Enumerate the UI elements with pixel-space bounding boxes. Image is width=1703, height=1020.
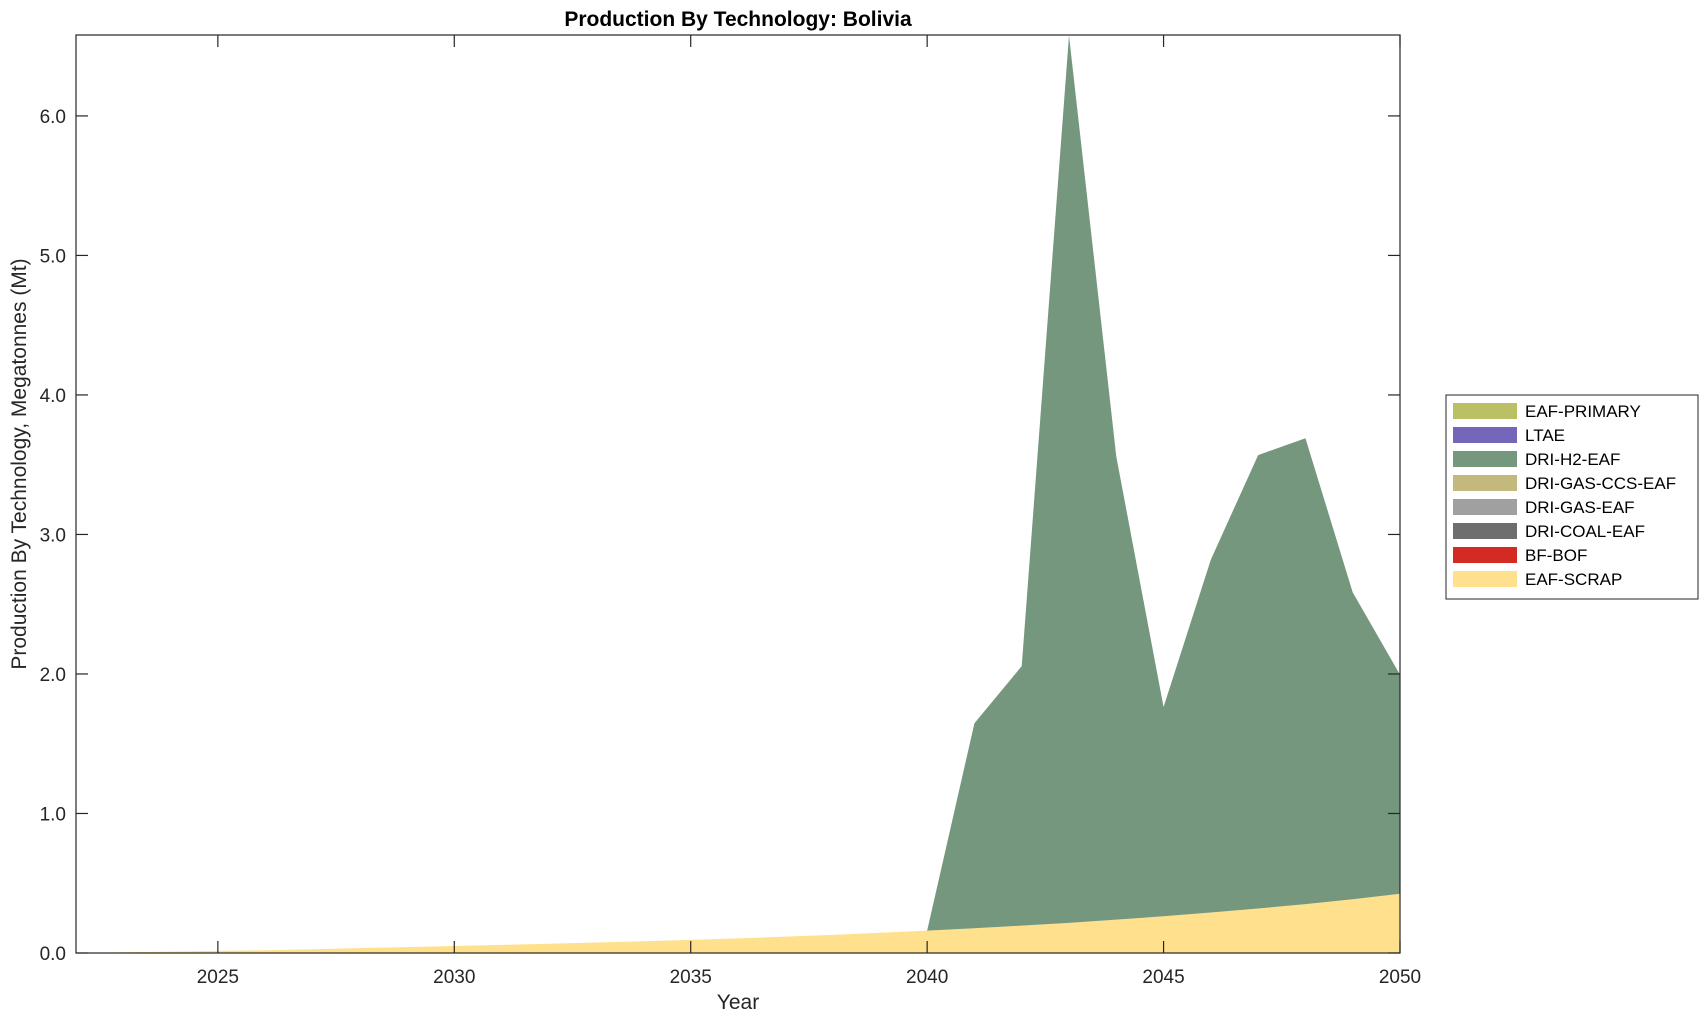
legend-swatch-dri-h2-eaf bbox=[1453, 451, 1517, 467]
legend-box bbox=[1445, 394, 1699, 600]
legend-label-bf-bof: BF-BOF bbox=[1525, 546, 1587, 565]
y-tick-label: 6.0 bbox=[40, 107, 66, 128]
y-tick-label: 1.0 bbox=[40, 804, 66, 825]
y-tick-label: 5.0 bbox=[40, 246, 66, 267]
legend-label-ltae: LTAE bbox=[1525, 426, 1565, 445]
x-tick-label: 2045 bbox=[1142, 967, 1184, 988]
legend: EAF-PRIMARY LTAE DRI-H2-EAF DRI-GAS-CCS-EAF… bbox=[1445, 394, 1699, 600]
legend-label-dri-gas-eaf: DRI-GAS-EAF bbox=[1525, 498, 1635, 517]
area-eaf-scrap bbox=[76, 893, 1400, 953]
y-tick-label: 3.0 bbox=[40, 525, 66, 546]
legend-label-dri-h2-eaf: DRI-H2-EAF bbox=[1525, 450, 1620, 469]
y-tick-label: 2.0 bbox=[40, 665, 66, 686]
legend-swatch-eaf-scrap bbox=[1453, 571, 1517, 587]
plot-frame bbox=[75, 34, 1401, 954]
x-tick-label: 2035 bbox=[670, 967, 712, 988]
area-dri-h2-eaf bbox=[76, 35, 1400, 954]
legend-label-eaf-scrap: EAF-SCRAP bbox=[1525, 570, 1622, 589]
y-tick-label: 4.0 bbox=[40, 386, 66, 407]
legend-label-dri-coal-eaf: DRI-COAL-EAF bbox=[1525, 522, 1645, 541]
legend-label-eaf-primary: EAF-PRIMARY bbox=[1525, 402, 1641, 421]
legend-label-dri-gas-ccs-eaf: DRI-GAS-CCS-EAF bbox=[1525, 474, 1676, 493]
legend-swatch-dri-gas-ccs-eaf bbox=[1453, 475, 1517, 491]
x-axis-title: Year bbox=[717, 991, 759, 1014]
legend-swatch-ltae bbox=[1453, 427, 1517, 443]
x-tick-label: 2050 bbox=[1379, 967, 1421, 988]
legend-swatch-dri-gas-eaf bbox=[1453, 499, 1517, 515]
x-tick-label: 2030 bbox=[433, 967, 475, 988]
y-tick-label: 0.0 bbox=[40, 944, 66, 965]
axes: 2025 2030 2035 2040 2045 2050 0.0 1.0 2.0 3.0 4.0 5… bbox=[40, 34, 1421, 988]
legend-swatch-dri-coal-eaf bbox=[1453, 523, 1517, 539]
y-axis-title: Production By Technology, Megatonnes (Mt… bbox=[8, 258, 31, 669]
x-tick-label: 2025 bbox=[197, 967, 239, 988]
chart-title: Production By Technology: Bolivia bbox=[564, 8, 912, 31]
legend-swatch-eaf-primary bbox=[1453, 403, 1517, 419]
legend-swatch-bf-bof bbox=[1453, 547, 1517, 563]
area-layers bbox=[76, 35, 1400, 954]
x-tick-label: 2040 bbox=[906, 967, 948, 988]
